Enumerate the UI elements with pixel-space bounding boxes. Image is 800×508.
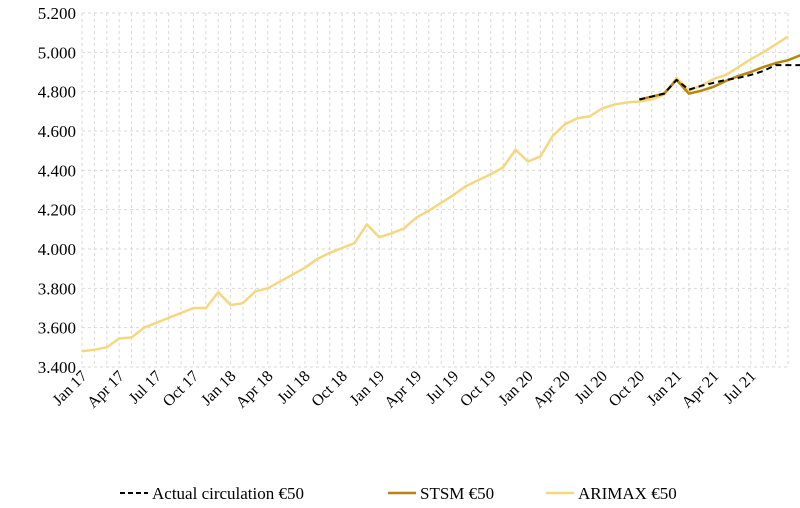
x-tick-label: Jul 18 [274, 368, 313, 407]
x-tick-label: Apr 21 [679, 368, 723, 412]
x-tick-label: Jul 20 [572, 368, 611, 407]
plot-area [81, 35, 800, 353]
x-tick-label: Oct 17 [160, 368, 203, 411]
y-tick-label: 3.400 [38, 358, 76, 377]
x-tick-label: Apr 20 [530, 368, 574, 412]
x-tick-label: Apr 17 [84, 368, 128, 412]
x-tick-label: Jan 19 [347, 368, 388, 409]
series-line-actual [639, 64, 800, 101]
x-tick-label: Jul 17 [126, 368, 165, 407]
series-line-stsm [639, 54, 800, 101]
grid-lines [81, 12, 789, 368]
y-tick-label: 4.000 [38, 240, 76, 259]
x-tick-label: Apr 18 [233, 368, 277, 412]
y-tick-label: 3.600 [38, 319, 76, 338]
legend: Actual circulation €50 STSM €50 ARIMAX €… [120, 484, 677, 503]
x-tick-label: Jul 21 [720, 368, 759, 407]
x-tick-label: Apr 19 [381, 368, 425, 412]
y-tick-label: 4.800 [38, 83, 76, 102]
x-tick-label: Jan 20 [495, 368, 536, 409]
x-tick-label: Oct 19 [457, 368, 500, 411]
y-tick-label: 4.400 [38, 161, 76, 180]
y-tick-label: 4.600 [38, 122, 76, 141]
y-axis: 3.400 3.600 3.800 4.000 4.200 4.400 4.600 4.800… [38, 4, 76, 377]
y-tick-label: 3.800 [38, 279, 76, 298]
x-tick-label: Oct 18 [308, 368, 351, 411]
y-tick-label: 4.200 [38, 201, 76, 220]
x-tick-label: Jan 21 [644, 368, 685, 409]
legend-label-arimax: ARIMAX €50 [578, 484, 677, 503]
x-tick-label: Jul 19 [423, 368, 462, 407]
legend-label-actual: Actual circulation €50 [152, 484, 304, 503]
x-tick-label: Jan 18 [198, 368, 239, 409]
x-tick-label: Oct 20 [606, 368, 649, 411]
legend-label-stsm: STSM €50 [420, 484, 494, 503]
y-tick-label: 5.000 [38, 43, 76, 62]
y-tick-label: 5.200 [38, 4, 76, 23]
